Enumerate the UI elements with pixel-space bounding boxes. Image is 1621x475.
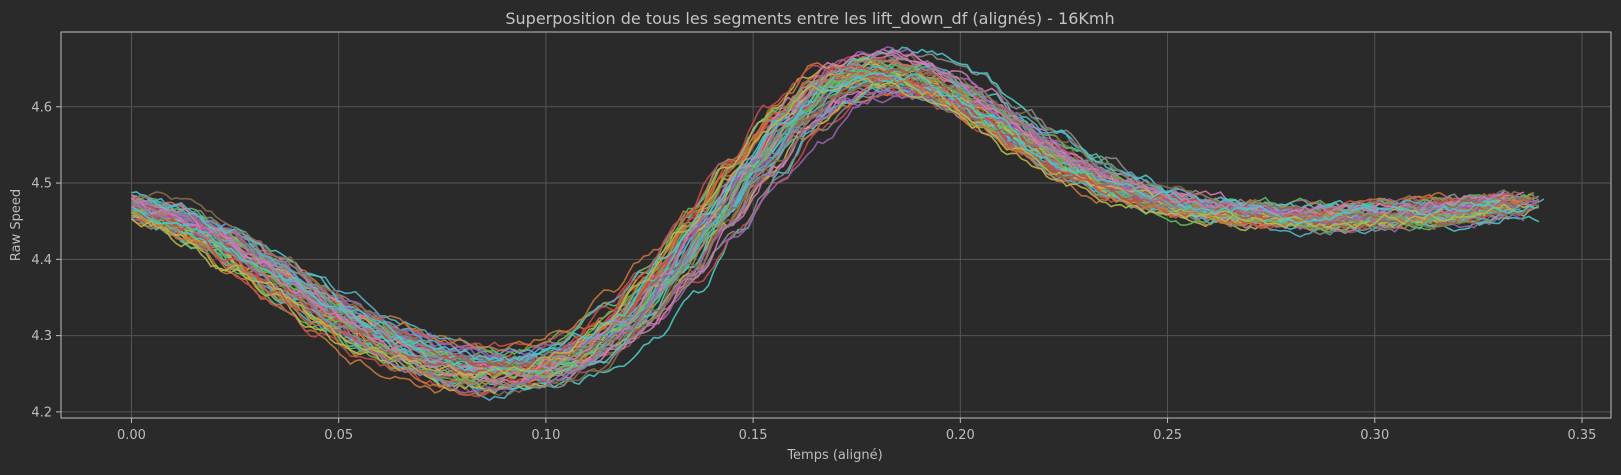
chart-title: Superposition de tous les segments entre… [505, 9, 1114, 29]
segment-line [131, 56, 1505, 380]
y-tick-label: 4.3 [31, 329, 52, 344]
x-tick-label: 0.20 [946, 428, 975, 443]
segment-line [131, 86, 1525, 365]
x-tick-label: 0.10 [531, 428, 560, 443]
x-tick-label: 0.05 [324, 428, 353, 443]
segment-line [131, 46, 1510, 394]
segment-line [131, 64, 1510, 372]
x-tick-label: 0.25 [1153, 428, 1182, 443]
y-axis-label: Raw Speed [9, 189, 24, 261]
segment-line [131, 77, 1515, 379]
y-tick-label: 4.2 [31, 405, 52, 420]
y-tick-label: 4.6 [31, 100, 52, 115]
y-tick-label: 4.4 [31, 253, 52, 268]
segment-line [131, 80, 1530, 372]
x-axis-label: Temps (aligné) [786, 448, 882, 463]
segment-line [130, 49, 1505, 383]
x-axis-ticks: 0.00 0.05 0.10 0.15 0.20 0.25 0.30 0.35 [117, 418, 1596, 443]
segment-line [131, 72, 1539, 363]
x-tick-label: 0.00 [117, 428, 146, 443]
y-axis-ticks: 4.2 4.3 4.4 4.5 4.6 [31, 100, 61, 420]
series-lines [130, 46, 1545, 402]
segment-line [131, 65, 1540, 368]
plot-frame [60, 31, 1612, 419]
y-tick-label: 4.5 [31, 177, 52, 192]
x-tick-label: 0.15 [739, 428, 768, 443]
segment-line [131, 71, 1530, 382]
segment-line [131, 57, 1530, 389]
x-tick-label: 0.35 [1568, 428, 1597, 443]
x-tick-label: 0.30 [1360, 428, 1389, 443]
